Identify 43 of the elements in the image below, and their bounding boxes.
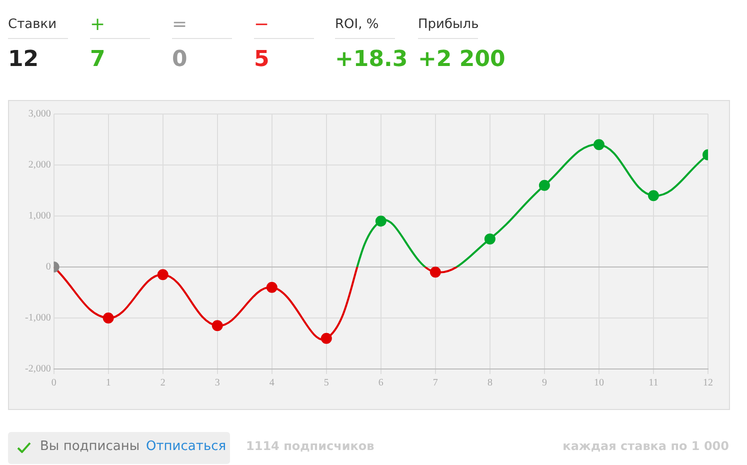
text: Ставки: [8, 14, 68, 39]
point: [102, 312, 114, 324]
point: [484, 233, 496, 244]
point: [375, 216, 386, 227]
point: [157, 269, 168, 280]
text: 0: [172, 47, 188, 72]
point: [320, 332, 332, 344]
x-tick-label: 11: [648, 378, 658, 389]
text: ROI, %: [335, 14, 395, 39]
x-tick-label: 9: [542, 378, 547, 389]
point: [266, 282, 278, 293]
text: +2 200: [418, 47, 506, 72]
point: [430, 266, 441, 278]
y-tick-label: 0: [46, 262, 51, 273]
point: [593, 139, 604, 150]
x-tick-label: 10: [594, 378, 604, 389]
x-tick-label: 8: [487, 378, 492, 389]
y-tick-label: -1,000: [24, 312, 51, 324]
y-tick-label: 3,000: [28, 108, 51, 120]
text: +18.3: [335, 47, 408, 72]
text: −: [254, 14, 314, 39]
x-tick-label: 7: [432, 378, 438, 389]
text: =: [172, 14, 232, 39]
y-tick-label: 2,000: [28, 160, 51, 171]
x-tick-label: 2: [160, 378, 166, 389]
y-tick-label: -2,000: [24, 364, 51, 375]
text: Отписаться: [146, 439, 226, 454]
text: 7: [90, 47, 106, 72]
point: [538, 180, 550, 191]
x-tick-label: 6: [378, 378, 384, 389]
text: Вы подписаны: [40, 439, 140, 454]
x-tick-label: 1: [106, 378, 111, 389]
x-tick-label: 3: [214, 378, 220, 389]
x-tick-label: 12: [703, 378, 713, 389]
text: 5: [254, 47, 270, 72]
point: [212, 320, 223, 332]
text: 12: [8, 47, 40, 72]
x-tick-label: 5: [324, 378, 329, 389]
x-tick-label: 4: [269, 378, 274, 389]
point: [648, 190, 659, 202]
text: +: [90, 14, 150, 39]
y-tick-label: 1,000: [28, 210, 51, 222]
text: Прибыль: [418, 14, 479, 39]
